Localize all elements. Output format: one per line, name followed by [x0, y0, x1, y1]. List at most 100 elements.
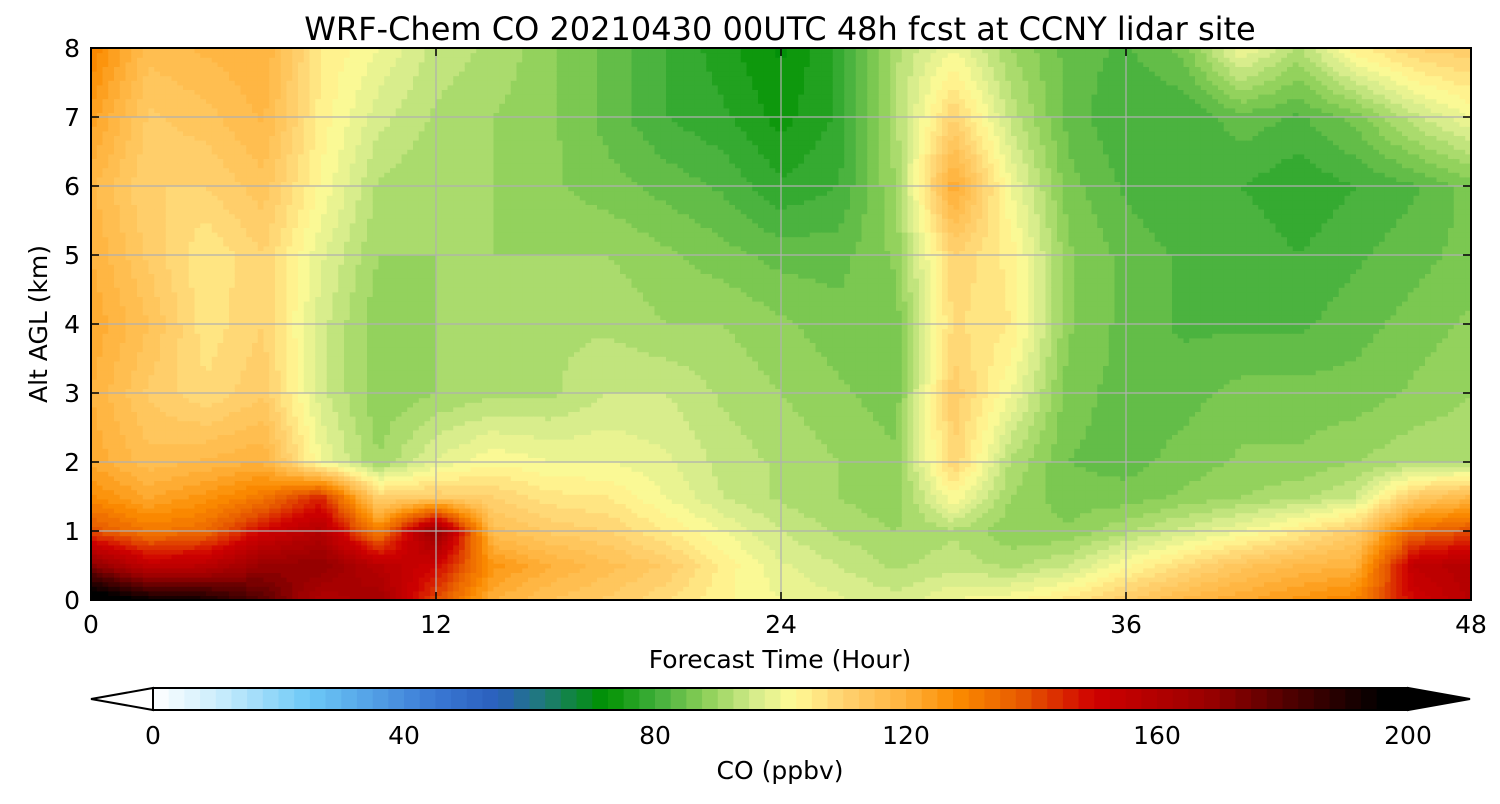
heatmap-cell: [211, 531, 219, 537]
heatmap-cell: [102, 190, 109, 196]
heatmap-cell: [125, 204, 132, 210]
heatmap-cell: [257, 57, 265, 63]
heatmap-cell: [223, 245, 230, 251]
heatmap-cell: [102, 172, 109, 178]
heatmap-cell: [263, 264, 270, 270]
heatmap-cell: [160, 75, 167, 81]
heatmap-cell: [148, 333, 155, 339]
heatmap-cell: [177, 167, 184, 173]
heatmap-cell: [298, 379, 305, 385]
heatmap-cell: [125, 535, 132, 541]
heatmap-cell: [292, 416, 299, 422]
heatmap-cell: [257, 245, 265, 251]
heatmap-cell: [142, 130, 150, 136]
heatmap-cell: [188, 172, 196, 178]
heatmap-cell: [217, 310, 224, 316]
heatmap-cell: [298, 337, 305, 343]
heatmap-cell: [171, 98, 178, 104]
heatmap-cell: [309, 236, 316, 242]
heatmap-cell: [119, 236, 127, 242]
heatmap-cell: [240, 480, 247, 486]
heatmap-cell: [160, 370, 167, 376]
heatmap-cell: [292, 190, 299, 196]
heatmap-cell: [142, 586, 150, 592]
heatmap-cell: [200, 241, 207, 247]
heatmap-cell: [142, 301, 150, 307]
heatmap-cell: [165, 452, 173, 458]
heatmap-cell: [165, 222, 173, 228]
heatmap-cell: [206, 443, 213, 449]
heatmap-cell: [229, 452, 236, 458]
heatmap-cell: [321, 167, 328, 173]
heatmap-cell: [131, 84, 138, 90]
heatmap-cell: [160, 61, 167, 67]
heatmap-cell: [211, 512, 219, 518]
heatmap-cell: [91, 84, 98, 90]
heatmap-cell: [240, 563, 247, 569]
heatmap-cell: [275, 324, 282, 330]
heatmap-cell: [246, 84, 253, 90]
heatmap-cell: [165, 268, 173, 274]
heatmap-cell: [131, 498, 138, 504]
heatmap-cell: [303, 227, 311, 233]
heatmap-cell: [321, 521, 328, 527]
heatmap-cell: [177, 199, 184, 205]
heatmap-cell: [125, 158, 132, 164]
heatmap-cell: [263, 365, 270, 371]
heatmap-cell: [177, 544, 184, 550]
heatmap-cell: [217, 489, 224, 495]
heatmap-cell: [91, 209, 98, 215]
heatmap-cell: [125, 439, 132, 445]
heatmap-cell: [211, 144, 219, 150]
heatmap-cell: [240, 140, 247, 146]
heatmap-cell: [229, 121, 236, 127]
heatmap-cell: [114, 397, 121, 403]
heatmap-cell: [108, 406, 115, 412]
heatmap-cell: [119, 452, 127, 458]
heatmap-cell: [269, 163, 276, 169]
heatmap-cell: [246, 126, 253, 132]
heatmap-cell: [91, 526, 98, 532]
heatmap-cell: [217, 172, 224, 178]
heatmap-cell: [165, 314, 173, 320]
heatmap-cell: [194, 89, 201, 95]
heatmap-cell: [188, 324, 196, 330]
heatmap-cell: [171, 351, 178, 357]
heatmap-cell: [252, 241, 259, 247]
heatmap-cell: [252, 66, 259, 72]
heatmap-cell: [263, 190, 270, 196]
heatmap-cell: [309, 209, 316, 215]
heatmap-cell: [240, 567, 247, 573]
heatmap-cell: [252, 337, 259, 343]
heatmap-cell: [257, 356, 265, 362]
heatmap-cell: [269, 222, 276, 228]
heatmap-cell: [217, 347, 224, 353]
heatmap-cell: [154, 282, 161, 288]
heatmap-cell: [286, 356, 293, 362]
heatmap-cell: [229, 287, 236, 293]
heatmap-cell: [125, 383, 132, 389]
heatmap-cell: [91, 595, 98, 601]
heatmap-cell: [119, 462, 127, 468]
heatmap-cell: [315, 586, 322, 592]
heatmap-cell: [280, 232, 288, 238]
heatmap-cell: [211, 273, 219, 279]
heatmap-cell: [292, 195, 299, 201]
heatmap-cell: [188, 347, 196, 353]
heatmap-cell: [96, 250, 104, 256]
heatmap-cell: [154, 581, 161, 587]
heatmap-cell: [223, 158, 230, 164]
heatmap-cell: [286, 126, 293, 132]
heatmap-cell: [315, 222, 322, 228]
heatmap-cell: [223, 310, 230, 316]
heatmap-cell: [269, 347, 276, 353]
heatmap-cell: [194, 75, 201, 81]
heatmap-cell: [142, 379, 150, 385]
heatmap-cell: [269, 153, 276, 159]
heatmap-cell: [326, 577, 334, 583]
heatmap-cell: [148, 324, 155, 330]
heatmap-cell: [275, 241, 282, 247]
heatmap-cell: [234, 158, 242, 164]
heatmap-cell: [148, 590, 155, 596]
heatmap-cell: [119, 393, 127, 399]
